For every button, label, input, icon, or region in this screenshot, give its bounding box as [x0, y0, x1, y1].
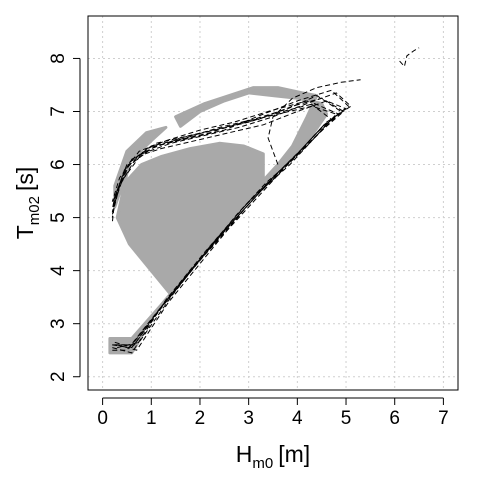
x-axis-title-unit: [m]: [278, 441, 310, 467]
x-tick-label-1: 1: [146, 408, 157, 429]
y-axis-title-unit: [s]: [12, 167, 38, 191]
y-tick-label-3: 5: [48, 212, 69, 223]
y-axis-title-main: T: [12, 225, 38, 239]
series-line-8: [111, 102, 340, 346]
series-line-9: [267, 79, 361, 165]
x-tick-label-5: 5: [341, 408, 352, 429]
x-tick-label-4: 4: [292, 408, 303, 429]
x-tick-label-3: 3: [243, 408, 254, 429]
y-axis: 2 3 4 5 6 7 8: [48, 53, 81, 382]
y-tick-label-1: 3: [48, 318, 69, 329]
series-line-6: [111, 89, 350, 351]
y-axis-title-sub: m02: [26, 196, 43, 225]
x-axis-title-sub: m0: [252, 455, 273, 472]
envelope-area: [108, 86, 329, 355]
y-tick-label-5: 7: [48, 106, 69, 117]
y-tick-label-6: 8: [48, 53, 69, 64]
series-line-2: [111, 100, 347, 354]
x-axis: 0 1 2 3 4 5 6 7: [97, 397, 449, 429]
x-tick-label-0: 0: [97, 408, 108, 429]
y-axis-title: Tm02 [s]: [12, 167, 43, 240]
y-tick-label-0: 2: [48, 371, 69, 382]
x-tick-label-7: 7: [438, 408, 449, 429]
y-tick-label-4: 6: [48, 159, 69, 170]
series-line-10: [399, 47, 420, 68]
x-axis-title: Hm0 [m]: [236, 441, 310, 472]
x-tick-label-6: 6: [389, 408, 400, 429]
plot-frame: [87, 15, 459, 391]
series-lines: [111, 47, 420, 354]
envelope-polygon: [108, 86, 329, 355]
x-axis-title-main: H: [236, 441, 253, 467]
x-tick-label-2: 2: [195, 408, 206, 429]
grid-lines: [88, 16, 458, 390]
y-tick-label-2: 4: [48, 265, 69, 276]
